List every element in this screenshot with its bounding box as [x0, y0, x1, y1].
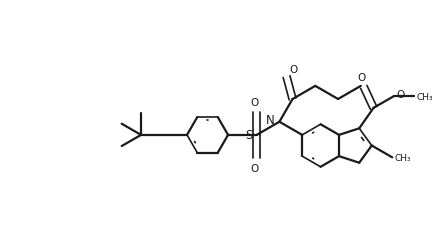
Text: N: N	[265, 113, 274, 126]
Text: O: O	[250, 163, 258, 173]
Text: CH₃: CH₃	[395, 153, 411, 162]
Text: S: S	[246, 129, 253, 142]
Text: O: O	[289, 65, 297, 75]
Text: O: O	[250, 97, 258, 107]
Text: O: O	[357, 73, 366, 83]
Text: O: O	[396, 89, 405, 99]
Text: CH₃: CH₃	[416, 92, 433, 101]
